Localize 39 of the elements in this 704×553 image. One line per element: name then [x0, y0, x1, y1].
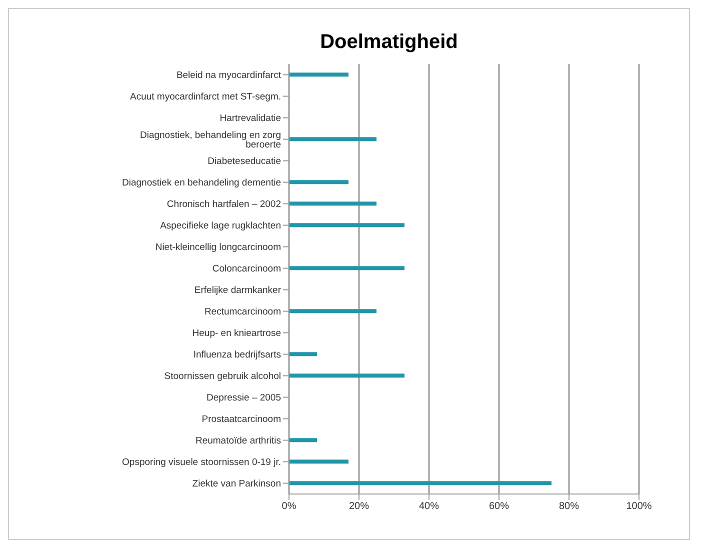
bar: [289, 223, 404, 228]
y-tick-label: Reumatoïde arthritis: [195, 436, 282, 447]
y-tick-label: Diabeteseducatie: [208, 156, 281, 168]
bar: [289, 352, 317, 356]
y-tick-label: Heup- en knieartrose: [192, 328, 281, 340]
bar: [289, 438, 317, 442]
y-tick-label: Coloncarcinoom: [212, 264, 282, 275]
y-tick-label: Depressie – 2005: [206, 392, 281, 404]
bar: [289, 481, 552, 486]
y-tick-label: Prostaatcarcinoom: [202, 414, 282, 426]
x-tick-label: 0%: [282, 501, 296, 512]
x-tick-label: 100%: [626, 501, 652, 512]
y-tick-label: Influenza bedrijfsarts: [193, 350, 282, 361]
bar: [289, 72, 348, 77]
y-tick-label: Erfelijke darmkanker: [194, 285, 281, 296]
y-tick-label: Aspecifieke lage rugklachten: [160, 220, 281, 232]
bar: [289, 180, 348, 184]
y-tick-label: Ziekte van Parkinson: [192, 478, 281, 490]
x-tick-label: 20%: [348, 501, 370, 512]
bar: [289, 309, 376, 314]
x-tick-label: 60%: [488, 501, 510, 512]
x-tick-label: 40%: [418, 501, 440, 512]
bar: [289, 374, 404, 378]
y-tick-label: Rectumcarcinoom: [204, 306, 282, 318]
bar: [289, 266, 404, 270]
bar: [289, 137, 376, 142]
y-tick-label: Diagnostiek en behandeling dementie: [122, 178, 281, 189]
y-tick-label: Opsporing visuele stoornissen 0-19 jr.: [122, 457, 281, 468]
bar: [289, 202, 376, 206]
y-tick-label: Diagnostiek, behandeling en zorg beroerte: [140, 130, 281, 150]
y-tick-label: Stoornissen gebruik alcohol: [164, 371, 281, 382]
chart-title: Doelmatigheid: [319, 31, 459, 54]
y-tick-label: Hartrevalidatie: [220, 113, 281, 124]
y-tick-label: Beleid na myocardinfarct: [176, 70, 282, 82]
y-tick-label: Acuut myocardinfarct met ST-segm.: [130, 92, 281, 103]
y-tick-label: Niet-kleincellig longcarcinoom: [155, 242, 282, 254]
bar: [289, 460, 348, 464]
y-tick-label: Chronisch hartfalen – 2002: [166, 199, 281, 210]
x-tick-label: 80%: [558, 501, 580, 512]
